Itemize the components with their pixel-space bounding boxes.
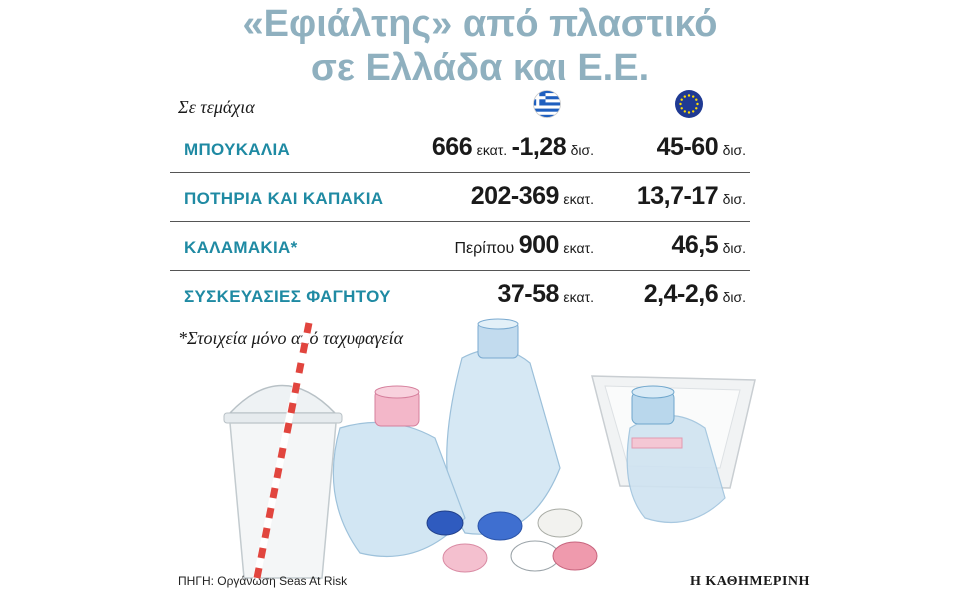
row-label: ΣΥΣΚΕΥΑΣΙΕΣ ΦΑΓΗΤΟΥ (184, 287, 391, 306)
greece-value: 202-369 εκατ. (470, 182, 594, 210)
title-line-2: σε Ελλάδα και Ε.Ε. (310, 47, 650, 89)
footnote: *Στοιχεία μόνο από ταχυφαγεία (178, 328, 404, 348)
title-line-1: «Εφιάλτης» από πλαστικό (242, 3, 718, 45)
eu-value: 2,4-2,6 δισ. (643, 280, 746, 308)
chart-title: «Εφιάλτης» από πλαστικό σε Ελλάδα και Ε.… (0, 2, 960, 90)
greece-value: 37-58 εκατ. (497, 280, 595, 308)
unit-note: Σε τεμάχια (178, 97, 255, 117)
row-label: ΠΟΤΗΡΙΑ ΚΑΙ ΚΑΠΑΚΙΑ (184, 189, 384, 208)
plastic-waste-illustration (223, 318, 756, 587)
eu-value: 13,7-17 δισ. (636, 182, 746, 210)
eu-value: 46,5 δισ. (671, 231, 746, 259)
greece-flag-icon (533, 90, 561, 118)
row-label: ΚΑΛΑΜΑΚΙΑ* (184, 238, 298, 257)
table-row-straws: ΚΑΛΑΜΑΚΙΑ* Περίπου 900 εκατ. 46,5 δισ. (170, 222, 750, 271)
eu-flag-icon (675, 90, 703, 118)
table-row-bottles: ΜΠΟΥΚΑΛΙΑ 666 εκατ. -1,28 δισ. 45-60 δισ… (170, 124, 750, 173)
table-row-cups-lids: ΠΟΤΗΡΙΑ ΚΑΙ ΚΑΠΑΚΙΑ 202-369 εκατ. 13,7-1… (170, 173, 750, 222)
table-row-food-packaging: ΣΥΣΚΕΥΑΣΙΕΣ ΦΑΓΗΤΟΥ 37-58 εκατ. 2,4-2,6 … (170, 271, 750, 319)
greece-value: Περίπου 900 εκατ. (454, 231, 594, 259)
source-note: ΠΗΓΗ: Οργάνωση Seas At Risk (178, 574, 348, 588)
publisher-logo: Η ΚΑΘΗΜΕΡΙΝΗ (690, 574, 810, 589)
greece-value: 666 εκατ. -1,28 δισ. (431, 133, 594, 161)
row-label: ΜΠΟΥΚΑΛΙΑ (184, 140, 291, 159)
eu-value: 45-60 δισ. (656, 133, 746, 161)
